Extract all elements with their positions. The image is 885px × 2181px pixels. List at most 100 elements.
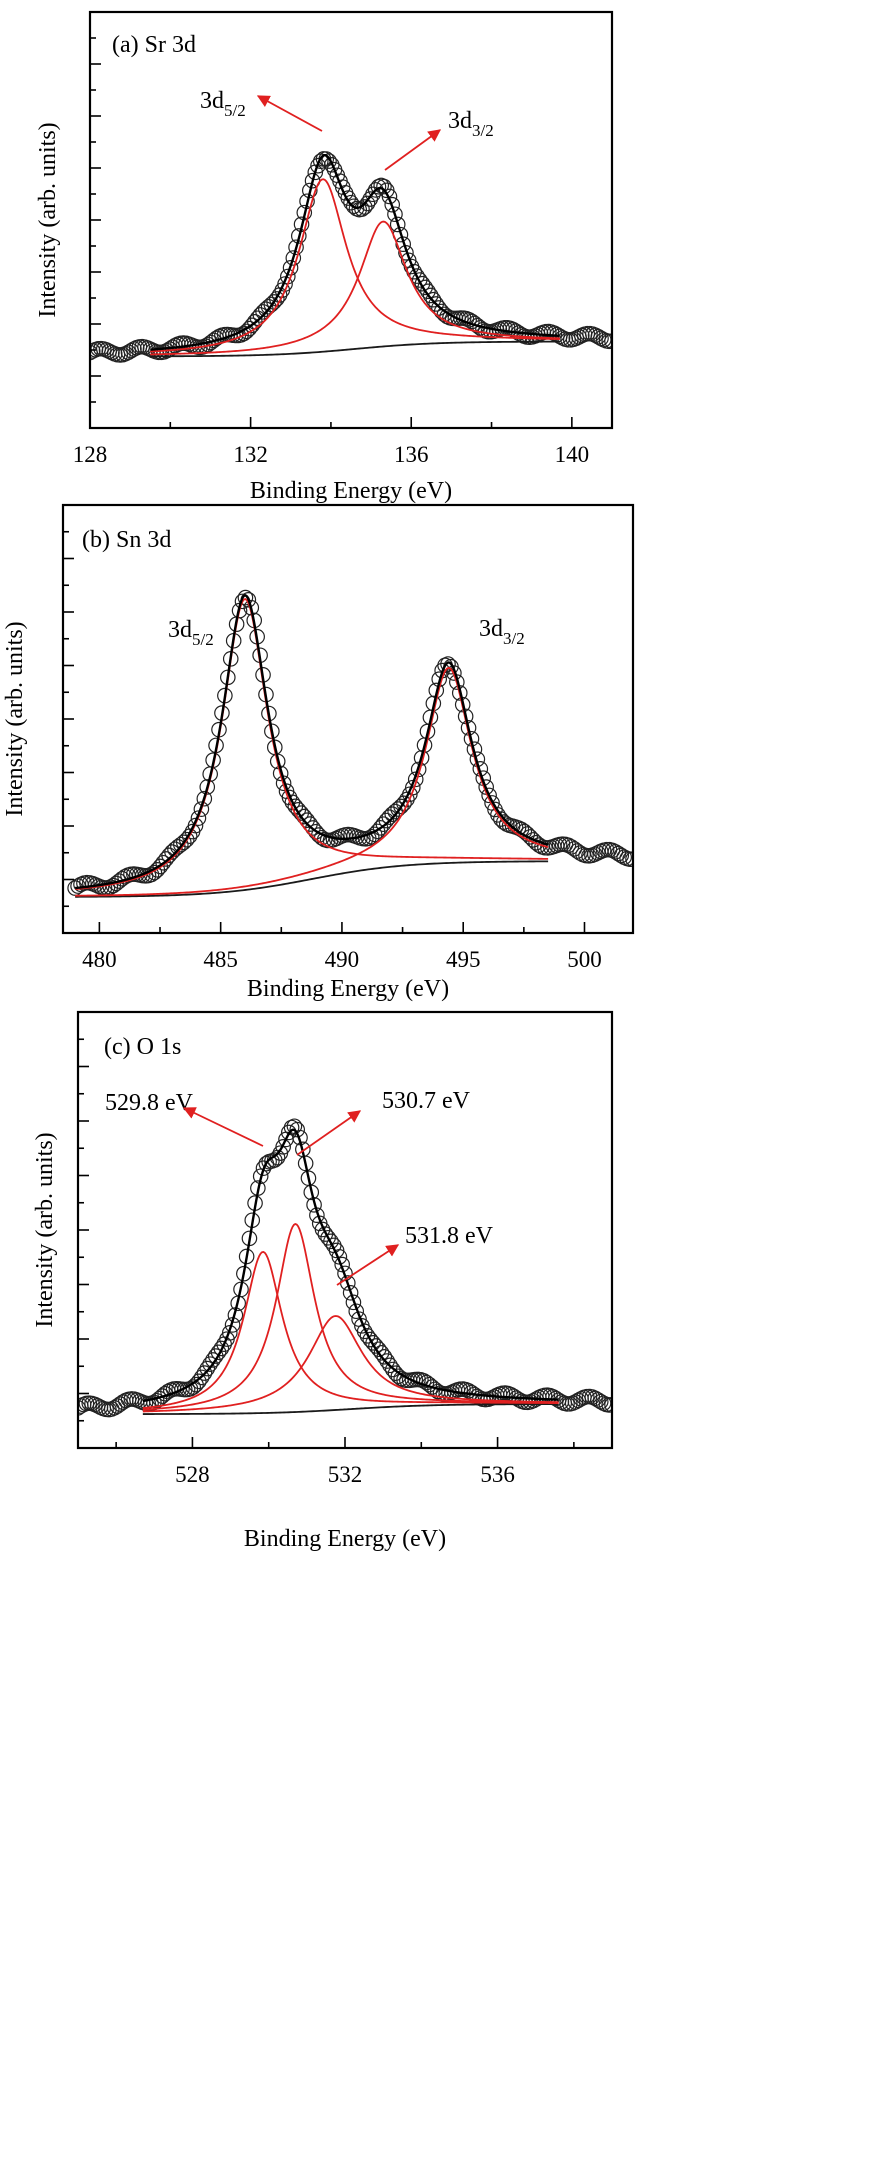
data-point <box>323 157 340 173</box>
background-line <box>150 340 560 358</box>
data-point <box>381 188 398 205</box>
data-point <box>616 849 632 866</box>
data-point <box>384 806 401 822</box>
data-point <box>389 216 406 233</box>
data-point <box>387 206 403 223</box>
data-point <box>205 1352 221 1368</box>
data-point <box>302 816 318 832</box>
data-point <box>384 196 401 213</box>
data-point <box>359 195 376 212</box>
component-peak-3d5-2 <box>75 597 549 891</box>
data-point <box>199 779 216 795</box>
data-point <box>187 817 204 834</box>
data-point <box>481 787 497 804</box>
x-tick-label: 136 <box>394 442 429 467</box>
callout-arrow <box>182 1107 264 1147</box>
data-point <box>493 811 509 827</box>
plot-frame <box>88 10 614 430</box>
data-point <box>414 275 431 292</box>
background-line <box>142 1403 559 1415</box>
peak-label-main: 531.8 eV <box>405 1223 494 1249</box>
data-point <box>402 786 418 803</box>
peak-label-sub: 3/2 <box>472 121 494 140</box>
callout-arrow <box>296 1110 362 1156</box>
data-point <box>154 1388 171 1404</box>
background-line <box>75 860 549 898</box>
data-point <box>275 1139 291 1155</box>
data-point <box>178 831 195 848</box>
data-point <box>382 1357 398 1374</box>
peak-label: 3d5/2 <box>168 617 214 649</box>
panel-label: (a) Sr 3d <box>112 32 196 58</box>
data-point <box>387 803 403 820</box>
peak-label-main: 3d <box>200 88 224 114</box>
data-point <box>348 1303 365 1320</box>
data-point <box>109 1398 126 1414</box>
x-tick-label: 140 <box>555 442 590 467</box>
data-point <box>378 812 395 829</box>
y-axis-label: Intensity (arb. units) <box>32 1132 58 1327</box>
x-tick-label: 485 <box>203 947 238 972</box>
data-point <box>237 589 254 606</box>
data-point <box>161 847 177 864</box>
data-point <box>601 1397 612 1413</box>
data-point <box>175 834 192 851</box>
data-point <box>446 665 462 681</box>
panel-label: (b) Sn 3d <box>82 527 171 553</box>
peak-label-sub: 5/2 <box>224 101 246 120</box>
peak-label: 3d5/2 <box>200 88 246 120</box>
data-point <box>173 836 189 853</box>
data-point <box>191 1373 207 1390</box>
data-point <box>210 1344 227 1361</box>
peak-label-sub: 3/2 <box>503 629 525 648</box>
data-point <box>193 1369 210 1386</box>
data-point <box>425 291 442 308</box>
data-point <box>356 1323 373 1340</box>
data-point <box>370 178 387 195</box>
x-tick-label: 532 <box>328 1462 363 1487</box>
data-point <box>373 1345 390 1361</box>
x-tick-label: 500 <box>567 947 602 972</box>
panel-label: (c) O 1s <box>104 1034 181 1060</box>
callout-arrow <box>256 95 323 132</box>
data-point <box>424 1379 440 1395</box>
data-point <box>381 809 398 825</box>
data-point <box>362 1331 379 1348</box>
peak-label-main: 3d <box>168 617 192 643</box>
chart-panel: 528 532 536 Binding Energy (eV) Intensity (a… <box>32 1010 614 1552</box>
component-peak-529-8-ev <box>142 1250 559 1409</box>
peak-label-main: 3d <box>448 108 472 134</box>
data-point <box>190 810 207 826</box>
callout-arrow <box>384 129 442 171</box>
data-point <box>345 1294 362 1311</box>
peak-label: 531.8 eV <box>405 1223 494 1249</box>
plot-area <box>90 151 612 363</box>
x-axis-label: Binding Energy (eV) <box>250 478 452 504</box>
data-point <box>281 789 298 806</box>
y-axis-label: Intensity (arb. units) <box>2 621 28 816</box>
data-point <box>321 153 337 169</box>
envelope-line <box>75 594 549 890</box>
x-axis-label: Binding Energy (eV) <box>247 976 449 1002</box>
x-tick-label: 480 <box>82 947 117 972</box>
component-peak-3d5-2 <box>150 178 560 353</box>
peak-label: 529.8 eV <box>105 1090 194 1116</box>
data-point <box>340 190 357 206</box>
data-point <box>202 1356 218 1372</box>
x-tick-label: 536 <box>480 1462 515 1487</box>
data-point <box>297 1155 314 1172</box>
data-point <box>290 228 307 244</box>
plot-area <box>78 1118 612 1418</box>
data-point <box>440 656 456 672</box>
peak-label-main: 529.8 eV <box>105 1090 194 1116</box>
data-point <box>417 279 433 296</box>
data-point <box>362 191 379 207</box>
data-point <box>106 1399 123 1416</box>
data-point <box>193 801 210 817</box>
peak-label: 3d3/2 <box>479 616 525 648</box>
peak-label: 3d3/2 <box>448 108 494 140</box>
data-point <box>342 1284 359 1301</box>
y-axis-label: Intensity (arb. units) <box>35 122 61 317</box>
data-point <box>196 790 213 807</box>
